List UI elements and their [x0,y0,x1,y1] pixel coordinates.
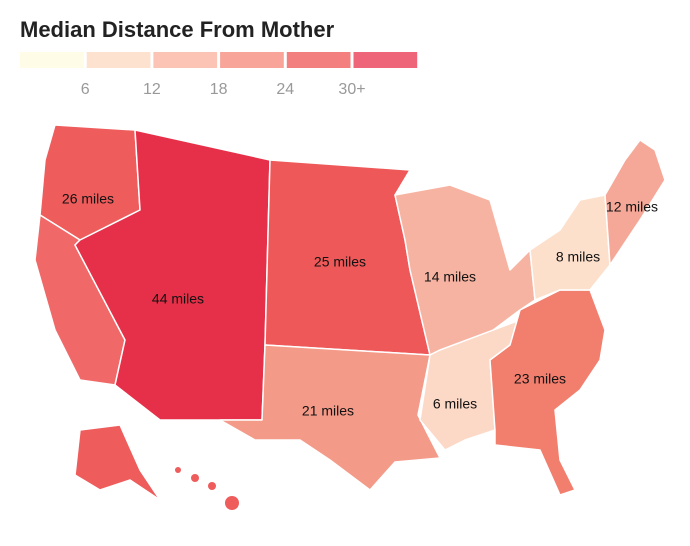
legend-swatch [220,52,284,68]
region-label: 44 miles [152,291,204,307]
region-southeast [489,289,606,496]
region-label: 23 miles [514,371,566,387]
legend: 6 12 18 24 30+ [20,52,418,98]
legend-label: 24 [276,81,294,98]
region-new-england [604,139,666,266]
title: Median Distance From Mother [20,17,335,42]
region-label: 12 miles [606,199,658,215]
region-alaska [74,424,161,501]
legend-swatch [86,52,151,68]
legend-swatch [286,52,351,68]
map [34,124,666,510]
legend-label: 6 [81,81,90,98]
legend-swatch [20,52,84,68]
legend-swatch [353,52,418,68]
legend-label: 18 [210,81,228,98]
region-labels: 26 miles 44 miles 25 miles 14 miles 12 miles… [62,191,658,419]
legend-label: 12 [143,81,161,98]
region-label: 8 miles [556,249,600,265]
region-hawaii [175,467,239,510]
legend-label: 30+ [338,81,365,98]
region-mid-atlantic [529,194,611,301]
region-south-central [219,344,441,491]
region-label: 26 miles [62,191,114,207]
region-label: 25 miles [314,254,366,270]
region-label: 21 miles [302,403,354,419]
region-label: 6 miles [433,396,477,412]
legend-swatch [153,52,218,68]
region-label: 14 miles [424,269,476,285]
